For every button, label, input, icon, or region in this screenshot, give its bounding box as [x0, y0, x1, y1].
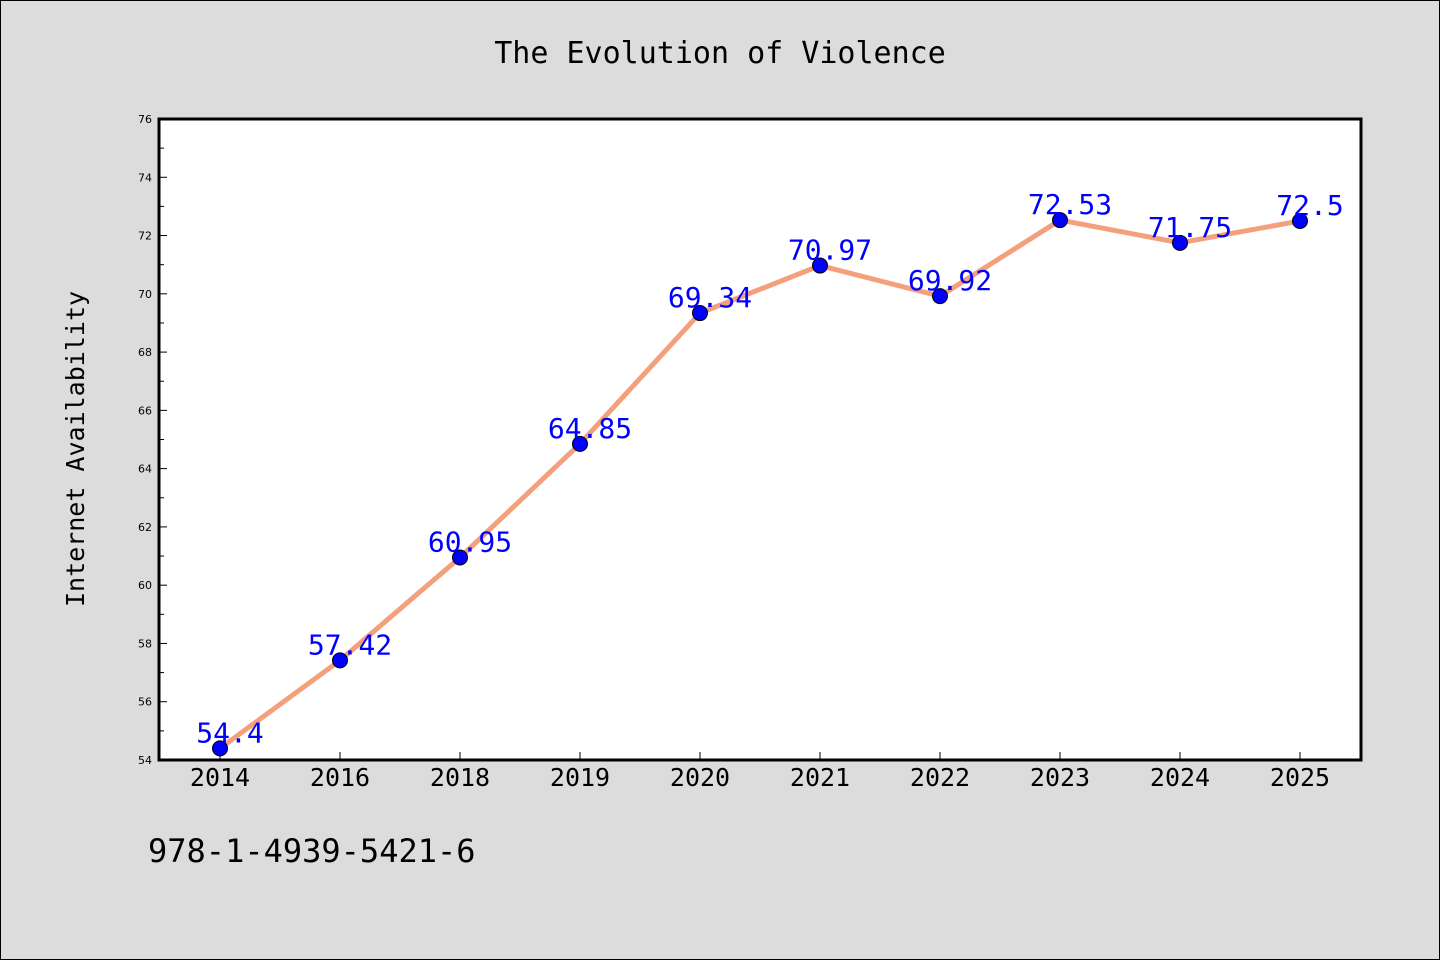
- y-axis: 54 56 58 60 62 64 66 68 70 72 74 76: [138, 113, 167, 767]
- x-tick-label: 2023: [1030, 763, 1090, 792]
- data-point: [932, 288, 948, 305]
- x-tick-label: 2014: [190, 763, 250, 792]
- isbn-text: 978-1-4939-5421-6: [148, 832, 476, 870]
- data-labels-group: 54.4 57.42 60.95 64.85 69.34 70.97 69.92 72.53 7…: [196, 188, 1343, 749]
- x-tick-label: 2019: [550, 763, 610, 792]
- x-tick-label: 2024: [1150, 763, 1210, 792]
- y-tick-label: 70: [138, 288, 152, 301]
- data-label: 57.42: [308, 628, 392, 661]
- y-tick-label: 66: [138, 404, 152, 417]
- y-axis-label: Internet Availability: [61, 291, 90, 607]
- series-line-group: [212, 212, 1308, 757]
- y-tick-label: 72: [138, 230, 152, 243]
- data-point: [572, 435, 588, 452]
- x-tick-label: 2016: [310, 763, 370, 792]
- plot-area: [157, 117, 1363, 762]
- series-line: [217, 217, 1303, 751]
- x-tick-label: 2022: [910, 763, 970, 792]
- data-point: [812, 257, 828, 274]
- data-label: 60.95: [428, 526, 512, 559]
- data-point: [212, 740, 228, 757]
- data-label: 54.4: [196, 716, 263, 749]
- data-point: [332, 652, 348, 669]
- data-point: [1172, 234, 1188, 251]
- y-tick-label: 62: [138, 521, 152, 534]
- data-point: [692, 305, 708, 322]
- y-tick-label: 64: [138, 463, 152, 476]
- y-tick-label: 58: [138, 637, 152, 650]
- data-label: 69.92: [908, 264, 992, 297]
- data-label: 70.97: [788, 234, 872, 267]
- chart-title: The Evolution of Violence: [494, 36, 946, 71]
- x-tick-label: 2020: [670, 763, 730, 792]
- y-tick-label: 54: [138, 754, 152, 767]
- x-tick-label: 2021: [790, 763, 850, 792]
- x-axis: 2014 2016 2018 2019 2020 2021 2022 2023 2024 2025: [190, 752, 1330, 792]
- data-label: 72.5: [1276, 189, 1343, 222]
- data-label: 72.53: [1028, 188, 1112, 221]
- data-point: [452, 549, 468, 566]
- data-point: [1052, 212, 1068, 229]
- data-label: 69.34: [668, 281, 752, 314]
- y-tick-label: 68: [138, 346, 152, 359]
- y-tick-label: 74: [138, 171, 152, 184]
- y-tick-label: 56: [138, 696, 152, 709]
- y-tick-label: 76: [138, 113, 152, 126]
- x-tick-label: 2025: [1270, 763, 1330, 792]
- data-label: 71.75: [1148, 211, 1232, 244]
- y-tick-label: 60: [138, 579, 152, 592]
- data-point: [1292, 212, 1308, 229]
- x-tick-label: 2018: [430, 763, 490, 792]
- data-label: 64.85: [548, 412, 632, 445]
